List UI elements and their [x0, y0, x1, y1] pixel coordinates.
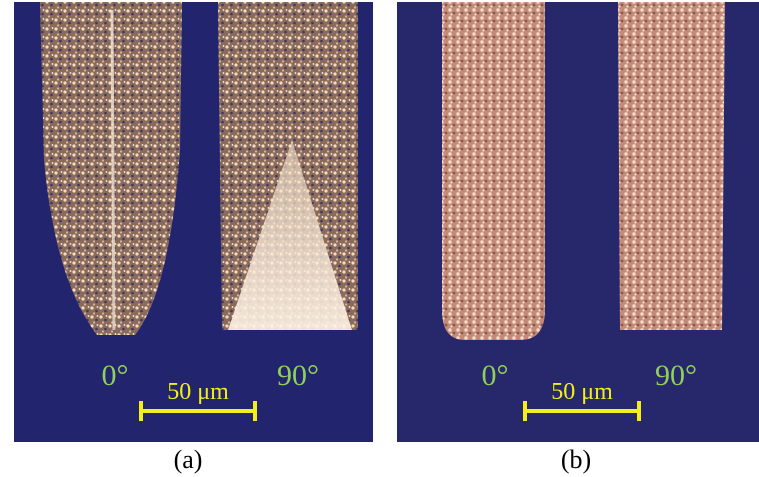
angle-label: 90° [277, 359, 319, 392]
figure: 0° 90° 50 μm 0° 90° 50 μm (a) (b) [0, 0, 759, 477]
panel-a: 0° 90° 50 μm [14, 2, 373, 442]
fiber-ridge [112, 10, 114, 330]
fiber-90 [618, 2, 725, 330]
fiber-0 [442, 2, 545, 340]
panel-b: 0° 90° 50 μm [397, 2, 759, 442]
caption: (b) [561, 445, 591, 474]
angle-label: 90° [655, 359, 697, 392]
angle-label: 0° [482, 359, 509, 392]
scale-label: 50 μm [551, 379, 613, 405]
angle-label: 0° [102, 359, 129, 392]
caption: (a) [174, 445, 203, 474]
scale-label: 50 μm [167, 379, 229, 405]
